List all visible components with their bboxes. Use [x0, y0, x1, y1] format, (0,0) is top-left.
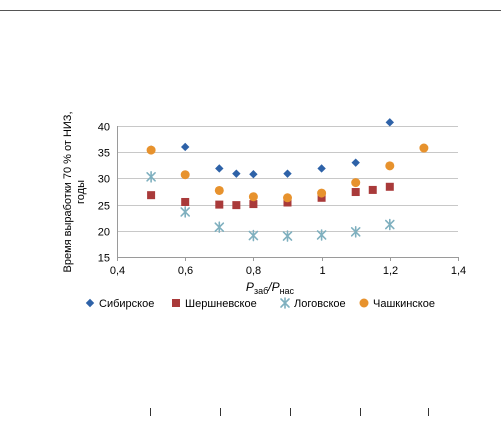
data-point [215, 200, 224, 209]
data-point [146, 145, 156, 155]
legend-label: Шершневское [185, 298, 257, 310]
data-point [283, 193, 292, 203]
legend: Сибирское Шершневское Логовское Чашкинское [85, 297, 435, 310]
data-point [282, 230, 293, 242]
x-axis-label-sub1: заб [254, 286, 268, 296]
data-point [146, 171, 156, 183]
data-point [147, 191, 156, 200]
data-point [316, 229, 327, 241]
legend-item: Логовское [280, 297, 346, 310]
data-point [351, 158, 360, 167]
data-point [214, 185, 224, 195]
data-point [215, 164, 224, 173]
data-point [317, 188, 327, 198]
x-tick-label: 0,4 [110, 265, 125, 277]
legend-marker [359, 298, 369, 308]
data-point [368, 185, 377, 194]
x-axis-label-sub2: нас [280, 286, 295, 296]
legend-label: Чашкинское [373, 298, 435, 310]
data-point [351, 188, 360, 197]
data-point [232, 201, 241, 210]
data-point [350, 226, 361, 238]
data-point [419, 143, 429, 153]
x-tick-label: 1 [319, 265, 325, 277]
legend-item: Шершневское [172, 298, 257, 310]
y-tick-label: 25 [98, 201, 110, 213]
series-4 [146, 143, 429, 203]
data-point [181, 197, 190, 206]
tick-labels: 15 20 25 30 35 40 0,4 0,6 0,8 1 1,2 1,4 [98, 122, 466, 278]
legend-item: Чашкинское [359, 298, 435, 310]
x-axis-label-p1: P [246, 280, 254, 294]
series-3 [146, 171, 395, 242]
legend-label: Сибирское [99, 298, 154, 310]
data-point [248, 192, 258, 202]
x-tick-label: 0,8 [246, 265, 261, 277]
series-1 [146, 118, 394, 179]
data-point [232, 169, 241, 178]
x-tick-label: 0,6 [178, 265, 193, 277]
y-axis-label-line1: Время выработки 70 % от НИЗ, [62, 111, 74, 272]
legend-item: Сибирское [85, 298, 154, 310]
series-2 [147, 182, 394, 210]
legend-marker [280, 297, 290, 309]
legend-marker [172, 299, 180, 307]
data-point [385, 161, 395, 171]
y-tick-label: 15 [98, 253, 110, 265]
data-points [146, 118, 429, 242]
data-point [181, 142, 190, 152]
data-point [385, 218, 395, 231]
data-point [249, 200, 258, 209]
data-point [180, 206, 190, 218]
data-point [317, 164, 326, 173]
data-point [283, 169, 292, 178]
axes [117, 126, 459, 261]
legend-label: Логовское [294, 298, 346, 310]
y-tick-label: 40 [98, 122, 110, 134]
data-point [180, 170, 190, 180]
data-point [385, 182, 394, 191]
data-point [249, 170, 258, 179]
x-tick-label: 1,4 [451, 265, 466, 277]
x-axis-label-sep: /P [267, 280, 279, 294]
data-point [283, 198, 292, 207]
data-point [351, 178, 361, 188]
data-point [214, 221, 225, 233]
data-point [317, 193, 326, 202]
x-tick-label: 1,2 [383, 265, 398, 277]
data-point [385, 118, 394, 127]
x-axis-label: Pзаб/Pнас [246, 280, 295, 296]
y-tick-label: 20 [98, 227, 110, 239]
data-point [248, 229, 259, 242]
legend-marker [85, 298, 95, 308]
y-tick-label: 30 [98, 174, 110, 186]
y-tick-label: 35 [98, 148, 110, 160]
y-axis-label-line2: годы [75, 180, 87, 204]
